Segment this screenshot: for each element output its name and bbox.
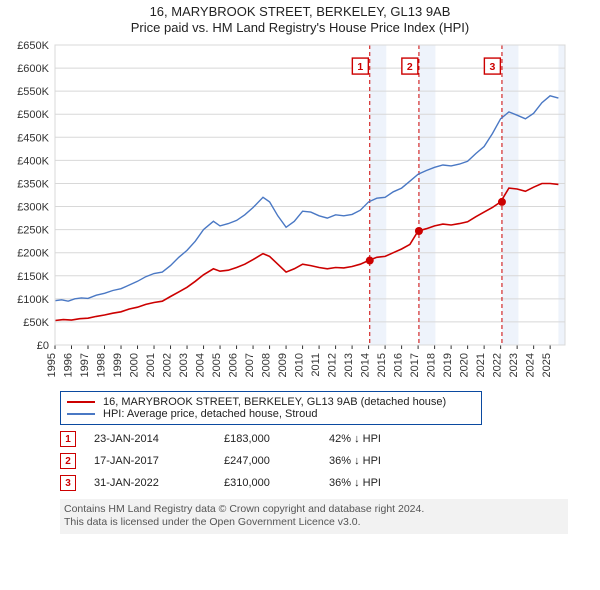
svg-text:£550K: £550K	[17, 86, 49, 98]
page-title: 16, MARYBROOK STREET, BERKELEY, GL13 9AB	[0, 0, 600, 20]
svg-text:2006: 2006	[228, 353, 240, 377]
svg-text:2018: 2018	[426, 353, 438, 377]
svg-text:2009: 2009	[277, 353, 289, 377]
footnote-line: This data is licensed under the Open Gov…	[64, 516, 564, 529]
svg-text:2000: 2000	[129, 353, 141, 377]
footnote: Contains HM Land Registry data © Crown c…	[60, 499, 568, 533]
svg-text:2022: 2022	[492, 353, 504, 377]
svg-text:2011: 2011	[310, 353, 322, 377]
svg-text:2: 2	[407, 61, 413, 73]
svg-text:1996: 1996	[63, 353, 75, 377]
sale-row: 3 31-JAN-2022£310,00036% ↓ HPI	[60, 475, 590, 491]
sale-price: £247,000	[224, 455, 329, 467]
svg-text:£250K: £250K	[17, 225, 49, 237]
legend-label: HPI: Average price, detached house, Stro…	[103, 408, 317, 420]
svg-text:3: 3	[489, 61, 495, 73]
sale-date: 23-JAN-2014	[94, 433, 224, 445]
legend-swatch	[67, 413, 95, 415]
sale-marker-box: 3	[60, 475, 76, 491]
svg-text:2007: 2007	[244, 353, 256, 377]
svg-text:2025: 2025	[541, 353, 553, 377]
svg-text:£300K: £300K	[17, 202, 49, 214]
svg-text:£0: £0	[37, 340, 49, 352]
legend-box: 16, MARYBROOK STREET, BERKELEY, GL13 9AB…	[60, 391, 482, 425]
svg-text:1995: 1995	[46, 353, 58, 377]
svg-text:2014: 2014	[360, 353, 372, 377]
page-subtitle: Price paid vs. HM Land Registry's House …	[0, 20, 600, 35]
sale-date: 31-JAN-2022	[94, 477, 224, 489]
svg-text:£650K: £650K	[17, 40, 49, 52]
svg-text:1998: 1998	[96, 353, 108, 377]
svg-text:2003: 2003	[178, 353, 190, 377]
svg-text:2005: 2005	[211, 353, 223, 377]
svg-text:£600K: £600K	[17, 63, 49, 75]
svg-text:2010: 2010	[294, 353, 306, 377]
svg-text:2004: 2004	[195, 353, 207, 377]
svg-text:2001: 2001	[145, 353, 157, 377]
svg-text:2012: 2012	[327, 353, 339, 377]
svg-text:1999: 1999	[112, 353, 124, 377]
sale-price: £183,000	[224, 433, 329, 445]
svg-text:2021: 2021	[475, 353, 487, 377]
sale-delta: 36% ↓ HPI	[329, 477, 381, 489]
svg-text:2002: 2002	[162, 353, 174, 377]
sale-row: 2 17-JAN-2017£247,00036% ↓ HPI	[60, 453, 590, 469]
svg-text:£200K: £200K	[17, 248, 49, 260]
svg-text:2020: 2020	[459, 353, 471, 377]
svg-text:£50K: £50K	[23, 317, 49, 329]
legend-row: HPI: Average price, detached house, Stro…	[67, 408, 475, 420]
svg-text:£350K: £350K	[17, 179, 49, 191]
sale-price: £310,000	[224, 477, 329, 489]
sales-list: 1 23-JAN-2014£183,00042% ↓ HPI 2 17-JAN-201…	[0, 431, 600, 491]
svg-text:2019: 2019	[442, 353, 454, 377]
svg-text:2008: 2008	[261, 353, 273, 377]
svg-text:£100K: £100K	[17, 294, 49, 306]
svg-text:£450K: £450K	[17, 133, 49, 145]
svg-text:£400K: £400K	[17, 156, 49, 168]
svg-text:1997: 1997	[79, 353, 91, 377]
svg-text:£500K: £500K	[17, 109, 49, 121]
sale-row: 1 23-JAN-2014£183,00042% ↓ HPI	[60, 431, 590, 447]
sale-marker-box: 1	[60, 431, 76, 447]
legend-label: 16, MARYBROOK STREET, BERKELEY, GL13 9AB…	[103, 396, 446, 408]
sale-marker-box: 2	[60, 453, 76, 469]
legend-swatch	[67, 401, 95, 403]
svg-text:£150K: £150K	[17, 271, 49, 283]
svg-text:2023: 2023	[508, 353, 520, 377]
legend-row: 16, MARYBROOK STREET, BERKELEY, GL13 9AB…	[67, 396, 475, 408]
sale-date: 17-JAN-2017	[94, 455, 224, 467]
svg-text:2015: 2015	[376, 353, 388, 377]
svg-text:2017: 2017	[409, 353, 421, 377]
svg-text:2024: 2024	[525, 353, 537, 377]
price-chart: £0 £50K £100K £150K £200K £250K £300K £350K £400…	[0, 35, 570, 385]
svg-text:1: 1	[357, 61, 363, 73]
svg-text:2016: 2016	[393, 353, 405, 377]
sale-delta: 42% ↓ HPI	[329, 433, 381, 445]
sale-delta: 36% ↓ HPI	[329, 455, 381, 467]
svg-text:2013: 2013	[343, 353, 355, 377]
footnote-line: Contains HM Land Registry data © Crown c…	[64, 503, 564, 516]
